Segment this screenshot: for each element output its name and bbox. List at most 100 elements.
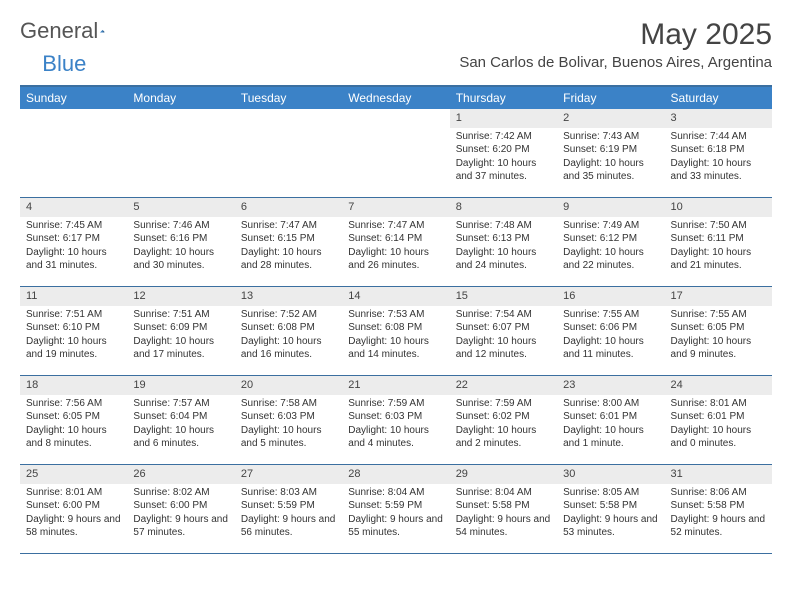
day-number: 23 [557, 376, 664, 395]
day-number: 31 [665, 465, 772, 484]
daylight-text: Daylight: 10 hours and 24 minutes. [456, 246, 551, 273]
day-cell: 17Sunrise: 7:55 AMSunset: 6:05 PMDayligh… [665, 287, 772, 375]
day-body: Sunrise: 7:55 AMSunset: 6:06 PMDaylight:… [557, 308, 664, 362]
sunset-text: Sunset: 6:18 PM [671, 143, 766, 157]
daylight-text: Daylight: 10 hours and 35 minutes. [563, 157, 658, 184]
sunset-text: Sunset: 6:05 PM [671, 321, 766, 335]
day-body: Sunrise: 7:54 AMSunset: 6:07 PMDaylight:… [450, 308, 557, 362]
location-text: San Carlos de Bolivar, Buenos Aires, Arg… [459, 54, 772, 71]
day-number: 7 [342, 198, 449, 217]
day-body: Sunrise: 7:42 AMSunset: 6:20 PMDaylight:… [450, 130, 557, 184]
sunset-text: Sunset: 5:58 PM [456, 499, 551, 513]
sunrise-text: Sunrise: 7:54 AM [456, 308, 551, 322]
sunset-text: Sunset: 6:16 PM [133, 232, 228, 246]
sunrise-text: Sunrise: 7:52 AM [241, 308, 336, 322]
day-cell [342, 109, 449, 197]
day-body: Sunrise: 7:45 AMSunset: 6:17 PMDaylight:… [20, 219, 127, 273]
sunrise-text: Sunrise: 7:43 AM [563, 130, 658, 144]
daylight-text: Daylight: 9 hours and 53 minutes. [563, 513, 658, 540]
weekday-friday: Friday [557, 87, 664, 109]
weeks-container: 1Sunrise: 7:42 AMSunset: 6:20 PMDaylight… [20, 109, 772, 554]
daylight-text: Daylight: 10 hours and 8 minutes. [26, 424, 121, 451]
daylight-text: Daylight: 9 hours and 55 minutes. [348, 513, 443, 540]
day-cell: 19Sunrise: 7:57 AMSunset: 6:04 PMDayligh… [127, 376, 234, 464]
sunrise-text: Sunrise: 7:59 AM [348, 397, 443, 411]
weekday-monday: Monday [127, 87, 234, 109]
daylight-text: Daylight: 9 hours and 57 minutes. [133, 513, 228, 540]
day-cell: 22Sunrise: 7:59 AMSunset: 6:02 PMDayligh… [450, 376, 557, 464]
weekday-sunday: Sunday [20, 87, 127, 109]
day-number: 2 [557, 109, 664, 128]
sunset-text: Sunset: 5:58 PM [563, 499, 658, 513]
week-row: 25Sunrise: 8:01 AMSunset: 6:00 PMDayligh… [20, 465, 772, 554]
logo-text-2: Blue [42, 51, 86, 77]
day-number: 17 [665, 287, 772, 306]
sunset-text: Sunset: 5:58 PM [671, 499, 766, 513]
day-body: Sunrise: 7:47 AMSunset: 6:14 PMDaylight:… [342, 219, 449, 273]
sunset-text: Sunset: 6:15 PM [241, 232, 336, 246]
sunset-text: Sunset: 6:04 PM [133, 410, 228, 424]
day-cell: 14Sunrise: 7:53 AMSunset: 6:08 PMDayligh… [342, 287, 449, 375]
sunrise-text: Sunrise: 7:47 AM [241, 219, 336, 233]
day-body: Sunrise: 7:56 AMSunset: 6:05 PMDaylight:… [20, 397, 127, 451]
day-number [342, 109, 449, 128]
sunset-text: Sunset: 6:12 PM [563, 232, 658, 246]
day-cell [20, 109, 127, 197]
day-body: Sunrise: 7:43 AMSunset: 6:19 PMDaylight:… [557, 130, 664, 184]
day-number [127, 109, 234, 128]
daylight-text: Daylight: 10 hours and 33 minutes. [671, 157, 766, 184]
day-cell: 29Sunrise: 8:04 AMSunset: 5:58 PMDayligh… [450, 465, 557, 553]
sunset-text: Sunset: 6:13 PM [456, 232, 551, 246]
day-number: 5 [127, 198, 234, 217]
day-number: 20 [235, 376, 342, 395]
sunset-text: Sunset: 6:09 PM [133, 321, 228, 335]
sunrise-text: Sunrise: 7:58 AM [241, 397, 336, 411]
day-body: Sunrise: 8:06 AMSunset: 5:58 PMDaylight:… [665, 486, 772, 540]
day-body: Sunrise: 8:03 AMSunset: 5:59 PMDaylight:… [235, 486, 342, 540]
day-cell: 7 Sunrise: 7:47 AMSunset: 6:14 PMDaylight… [342, 198, 449, 286]
day-cell: 28Sunrise: 8:04 AMSunset: 5:59 PMDayligh… [342, 465, 449, 553]
day-body: Sunrise: 8:02 AMSunset: 6:00 PMDaylight:… [127, 486, 234, 540]
sunrise-text: Sunrise: 8:02 AM [133, 486, 228, 500]
day-body: Sunrise: 7:48 AMSunset: 6:13 PMDaylight:… [450, 219, 557, 273]
sunset-text: Sunset: 6:00 PM [133, 499, 228, 513]
sunrise-text: Sunrise: 7:59 AM [456, 397, 551, 411]
daylight-text: Daylight: 10 hours and 21 minutes. [671, 246, 766, 273]
day-number: 28 [342, 465, 449, 484]
daylight-text: Daylight: 9 hours and 56 minutes. [241, 513, 336, 540]
day-body: Sunrise: 8:01 AMSunset: 6:00 PMDaylight:… [20, 486, 127, 540]
day-body: Sunrise: 8:01 AMSunset: 6:01 PMDaylight:… [665, 397, 772, 451]
daylight-text: Daylight: 10 hours and 1 minute. [563, 424, 658, 451]
title-block: May 2025 San Carlos de Bolivar, Buenos A… [459, 18, 772, 71]
day-number: 22 [450, 376, 557, 395]
day-number: 18 [20, 376, 127, 395]
day-body: Sunrise: 8:05 AMSunset: 5:58 PMDaylight:… [557, 486, 664, 540]
weekday-thursday: Thursday [450, 87, 557, 109]
day-number: 9 [557, 198, 664, 217]
daylight-text: Daylight: 10 hours and 19 minutes. [26, 335, 121, 362]
day-body: Sunrise: 7:53 AMSunset: 6:08 PMDaylight:… [342, 308, 449, 362]
day-body: Sunrise: 7:52 AMSunset: 6:08 PMDaylight:… [235, 308, 342, 362]
sunrise-text: Sunrise: 8:01 AM [26, 486, 121, 500]
logo-text-1: General [20, 18, 98, 44]
day-number: 19 [127, 376, 234, 395]
sunset-text: Sunset: 6:06 PM [563, 321, 658, 335]
day-cell [127, 109, 234, 197]
day-number: 21 [342, 376, 449, 395]
day-number: 26 [127, 465, 234, 484]
day-cell: 1Sunrise: 7:42 AMSunset: 6:20 PMDaylight… [450, 109, 557, 197]
daylight-text: Daylight: 9 hours and 58 minutes. [26, 513, 121, 540]
day-cell: 11Sunrise: 7:51 AMSunset: 6:10 PMDayligh… [20, 287, 127, 375]
daylight-text: Daylight: 10 hours and 16 minutes. [241, 335, 336, 362]
sunrise-text: Sunrise: 7:44 AM [671, 130, 766, 144]
daylight-text: Daylight: 10 hours and 31 minutes. [26, 246, 121, 273]
daylight-text: Daylight: 10 hours and 14 minutes. [348, 335, 443, 362]
day-cell: 15Sunrise: 7:54 AMSunset: 6:07 PMDayligh… [450, 287, 557, 375]
day-number: 13 [235, 287, 342, 306]
day-number: 11 [20, 287, 127, 306]
daylight-text: Daylight: 10 hours and 26 minutes. [348, 246, 443, 273]
day-number: 27 [235, 465, 342, 484]
daylight-text: Daylight: 10 hours and 0 minutes. [671, 424, 766, 451]
day-cell: 6Sunrise: 7:47 AMSunset: 6:15 PMDaylight… [235, 198, 342, 286]
day-body: Sunrise: 7:51 AMSunset: 6:09 PMDaylight:… [127, 308, 234, 362]
